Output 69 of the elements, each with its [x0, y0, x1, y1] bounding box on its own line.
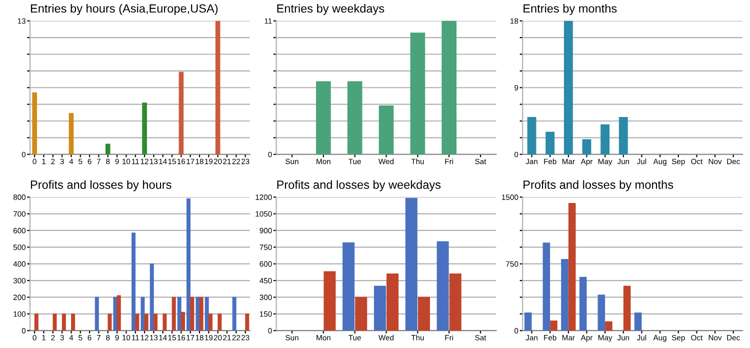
- bar: [142, 102, 147, 154]
- bar: [140, 296, 145, 331]
- bar: [355, 296, 368, 331]
- bar: [154, 314, 158, 331]
- bar: [524, 312, 532, 331]
- bar: [442, 20, 456, 154]
- bar: [218, 314, 222, 331]
- bar: [342, 242, 355, 331]
- bar: [215, 20, 220, 154]
- bar: [113, 296, 118, 331]
- bar: [418, 296, 430, 331]
- bar: [150, 264, 154, 331]
- bar: [204, 296, 209, 331]
- bar: [582, 139, 592, 154]
- bar: [550, 320, 558, 331]
- bar: [68, 112, 74, 154]
- bar: [32, 92, 37, 154]
- chart-title: Profits and losses by hours: [30, 180, 172, 192]
- chart-title: Profits and losses by months: [524, 180, 674, 192]
- bar: [449, 274, 462, 331]
- bar: [634, 312, 642, 331]
- bar: [162, 314, 167, 331]
- bar: [94, 296, 99, 331]
- bar: [108, 314, 112, 331]
- bar: [62, 314, 66, 331]
- bar: [208, 314, 213, 331]
- bar: [71, 314, 76, 331]
- bar: [52, 314, 57, 331]
- bar: [568, 202, 576, 331]
- bar: [34, 314, 38, 331]
- bar: [245, 314, 250, 331]
- bar: [196, 296, 200, 331]
- bar: [618, 116, 628, 154]
- bar: [546, 132, 555, 154]
- bar: [542, 242, 550, 331]
- bar: [199, 296, 204, 331]
- bar: [190, 296, 194, 331]
- bar: [178, 72, 184, 154]
- bar: [177, 296, 182, 331]
- chart-title: Entries by months: [524, 4, 617, 15]
- bar: [186, 198, 191, 331]
- bar: [405, 198, 418, 331]
- bar: [386, 274, 399, 331]
- bar: [232, 296, 236, 331]
- bar: [598, 294, 606, 331]
- bar: [374, 286, 386, 331]
- bar: [144, 314, 148, 331]
- bar: [600, 124, 610, 154]
- bar: [105, 144, 110, 154]
- bar: [172, 296, 176, 331]
- bar: [132, 232, 136, 331]
- bar: [527, 116, 536, 154]
- bar: [579, 276, 587, 331]
- bar: [410, 32, 426, 154]
- bar: [623, 286, 631, 331]
- bar: [181, 312, 186, 331]
- chart-title: Entries by hours (Asia,Europe,USA): [30, 4, 218, 15]
- bar: [347, 81, 362, 154]
- bar: [116, 295, 121, 331]
- bar: [561, 259, 568, 331]
- chart-title: Entries by weekdays: [277, 4, 384, 15]
- bar: [135, 314, 140, 331]
- bar: [324, 271, 336, 331]
- bar: [564, 20, 573, 154]
- bar: [605, 321, 612, 331]
- bar: [436, 241, 449, 331]
- bar: [378, 105, 394, 154]
- bar: [316, 81, 331, 154]
- chart-title: Profits and losses by weekdays: [277, 180, 441, 192]
